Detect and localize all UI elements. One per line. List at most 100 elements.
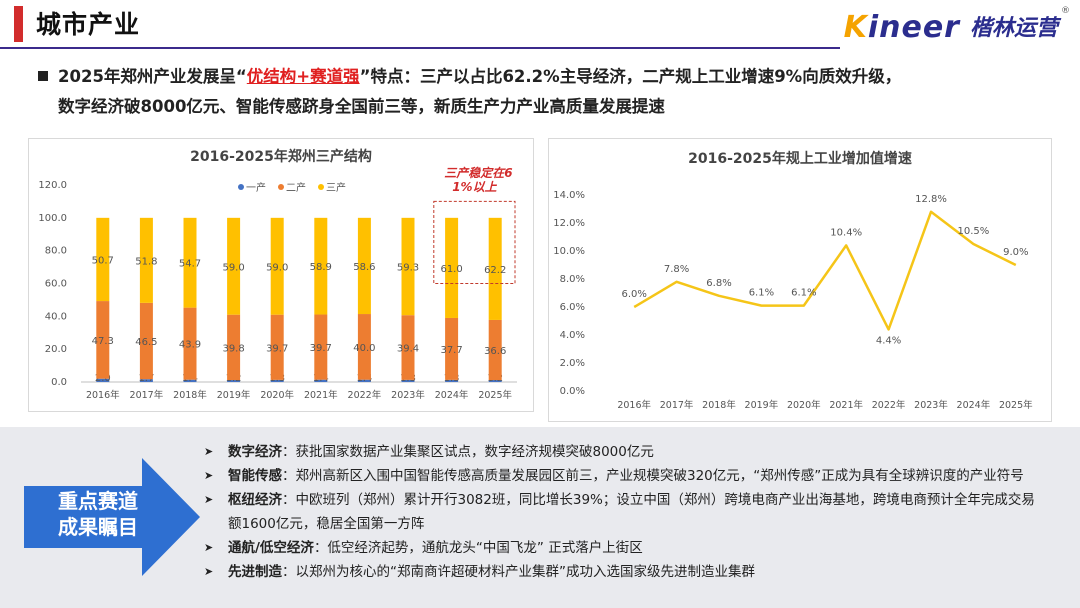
item-title: 枢纽经济 bbox=[228, 492, 282, 508]
x-tick-label: 2023年 bbox=[391, 389, 425, 401]
x-tick-label: 2025年 bbox=[478, 389, 512, 401]
brand-wordmark: Kineer bbox=[844, 10, 960, 45]
series-line bbox=[633, 210, 1017, 331]
point-data-label: 10.4% bbox=[830, 227, 862, 238]
item-title: 数字经济 bbox=[228, 444, 282, 460]
y-tick-label: 0.0 bbox=[51, 377, 67, 388]
y-tick-label: 60.0 bbox=[45, 279, 67, 290]
structure-chart-panel: 2016-2025年郑州三产结构 0.0 20.0 40.0 60.0 80.0 100.0… bbox=[28, 138, 534, 412]
annotation-box bbox=[433, 200, 516, 285]
list-item: ➤ 数字经济：获批国家数据产业集聚区试点，数字经济规模突破8000亿元 bbox=[204, 440, 1064, 464]
headline-part-2: ”特点：三产以占比62.2%主导经济，二产规上工业增速9%向质效升级， bbox=[359, 67, 902, 86]
list-item: ➤ 先进制造：以郑州为核心的“郑南商许超硬材料产业集群”成功入选国家级先进制造业集… bbox=[204, 560, 1064, 584]
header-divider bbox=[0, 47, 840, 49]
bar-data-label: 50.7 bbox=[92, 255, 114, 266]
bar-segment bbox=[401, 379, 415, 382]
item-title: 智能传感 bbox=[228, 468, 282, 484]
item-text: ：以郑州为核心的“郑南商许超硬材料产业集群”成功入选国家级先进制造业集群 bbox=[282, 564, 755, 580]
achievements-list: ➤ 数字经济：获批国家数据产业集聚区试点，数字经济规模突破8000亿元 ➤ 智能传感… bbox=[204, 440, 1064, 584]
y-tick-label: 12.0% bbox=[553, 218, 585, 229]
x-tick-label: 2023年 bbox=[914, 399, 948, 411]
bar-data-label: 58.9 bbox=[310, 262, 332, 273]
header-accent-bar bbox=[14, 6, 23, 42]
y-tick-label: 0.0% bbox=[560, 386, 585, 397]
badge-line-2: 成果瞩目 bbox=[58, 515, 138, 539]
item-text: ：低空经济起势，通航龙头“中国飞龙” 正式落户上街区 bbox=[313, 540, 643, 556]
chart-title: 2016-2025年郑州三产结构 bbox=[190, 148, 372, 165]
x-tick-label: 2021年 bbox=[829, 399, 863, 411]
bar-segment bbox=[314, 217, 328, 315]
legend-marker-1 bbox=[278, 184, 284, 190]
bar-segment bbox=[488, 217, 502, 320]
x-tick-label: 2016年 bbox=[86, 389, 120, 401]
bar-segment bbox=[357, 379, 371, 382]
bar-data-label: 59.0 bbox=[266, 262, 288, 273]
x-tick-label: 2019年 bbox=[745, 399, 779, 411]
bar-data-label: 39.8 bbox=[222, 343, 244, 354]
bar-segment bbox=[488, 380, 502, 382]
bar-segment bbox=[139, 379, 153, 382]
brand-name: 楷林运营 bbox=[969, 16, 1058, 41]
growth-chart-panel: 2016-2025年规上工业增加值增速 0.0% 2.0% 4.0% 6.0% 8.0% 1… bbox=[548, 138, 1052, 422]
list-item: ➤ 枢纽经济：中欧班列（郑州）累计开行3082班，同比增长39%；设立中国（郑州）… bbox=[204, 488, 1064, 536]
arrow-bullet-icon: ➤ bbox=[204, 541, 214, 554]
x-tick-label: 2017年 bbox=[660, 399, 694, 411]
y-tick-label: 8.0% bbox=[560, 274, 585, 285]
item-text: ：获批国家数据产业集聚区试点，数字经济规模突破8000亿元 bbox=[282, 444, 654, 460]
annotation-text-line-2: 1%以上 bbox=[452, 180, 497, 194]
point-data-label: 9.0% bbox=[1003, 247, 1028, 258]
industry-structure-chart: 2016-2025年郑州三产结构 0.0 20.0 40.0 60.0 80.0 100.0… bbox=[38, 148, 517, 401]
bar-segment bbox=[445, 379, 459, 382]
bar-segment bbox=[401, 315, 415, 380]
list-item: ➤ 通航/低空经济：低空经济起势，通航龙头“中国飞龙” 正式落户上街区 bbox=[204, 536, 1064, 560]
item-text-continued: 额1600亿元，稳居全国第一方阵 bbox=[228, 516, 425, 532]
point-data-label: 6.8% bbox=[706, 278, 731, 289]
item-title: 通航/低空经济 bbox=[228, 540, 314, 556]
arrow-badge-label: 重点赛道 成果瞩目 bbox=[38, 488, 158, 540]
bar-segment bbox=[227, 314, 241, 381]
point-data-label: 6.0% bbox=[621, 289, 646, 300]
y-tick-label: 2.0% bbox=[560, 358, 585, 369]
x-tick-label: 2022年 bbox=[348, 389, 382, 401]
item-text: ：中欧班列（郑州）累计开行3082班，同比增长39%；设立中国（郑州）跨境电商产… bbox=[282, 492, 1035, 508]
bar-segment bbox=[270, 314, 284, 380]
bar-data-label: 40.0 bbox=[353, 343, 375, 354]
x-tick-label: 2018年 bbox=[702, 399, 736, 411]
x-tick-label: 2024年 bbox=[435, 389, 469, 401]
bar-segment bbox=[227, 380, 241, 382]
y-tick-label: 14.0% bbox=[553, 190, 585, 201]
bar-data-label: 47.3 bbox=[92, 336, 114, 347]
bar-data-label: 46.5 bbox=[135, 337, 157, 348]
bar-data-label: 51.8 bbox=[135, 256, 157, 267]
bar-segment bbox=[357, 217, 371, 315]
bar-segment bbox=[96, 217, 110, 302]
x-tick-label: 2020年 bbox=[787, 399, 821, 411]
bar-data-label: 59.0 bbox=[222, 262, 244, 273]
headline-line-2: 数字经济破8000亿元、智能传感跻身全国前三等，新质生产力产业高质量发展提速 bbox=[58, 97, 665, 116]
y-tick-label: 10.0% bbox=[553, 246, 585, 257]
y-tick-label: 100.0 bbox=[38, 213, 67, 224]
bar-segment bbox=[139, 302, 153, 380]
bar-data-label: 37.7 bbox=[440, 345, 462, 356]
legend-marker-0 bbox=[238, 184, 244, 190]
arrow-bullet-icon: ➤ bbox=[204, 445, 214, 458]
point-data-label: 10.5% bbox=[958, 226, 990, 237]
x-tick-label: 2018年 bbox=[173, 389, 207, 401]
y-tick-label: 6.0% bbox=[560, 302, 585, 313]
bar-data-label: 39.7 bbox=[310, 343, 332, 354]
x-tick-label: 2022年 bbox=[872, 399, 906, 411]
annotation-text-line-1: 三产稳定在6 bbox=[444, 166, 512, 180]
headline-line-1: 2025年郑州产业发展呈“优结构+赛道强”特点：三产以占比62.2%主导经济，二… bbox=[38, 62, 1068, 92]
y-tick-label: 120.0 bbox=[38, 180, 67, 191]
bar-data-label: 54.7 bbox=[179, 259, 201, 270]
industrial-growth-chart: 2016-2025年规上工业增加值增速 0.0% 2.0% 4.0% 6.0% 8.0% 1… bbox=[553, 150, 1033, 411]
x-tick-label: 2016年 bbox=[617, 399, 651, 411]
legend-marker-2 bbox=[318, 184, 324, 190]
arrow-badge-shape bbox=[24, 458, 200, 576]
chart-title: 2016-2025年规上工业增加值增速 bbox=[688, 150, 912, 167]
arrow-bullet-icon: ➤ bbox=[204, 493, 214, 506]
bar-segment bbox=[183, 307, 197, 380]
bar-data-label: 39.7 bbox=[266, 343, 288, 354]
bar-segment bbox=[445, 317, 459, 380]
point-data-label: 6.1% bbox=[749, 288, 774, 299]
